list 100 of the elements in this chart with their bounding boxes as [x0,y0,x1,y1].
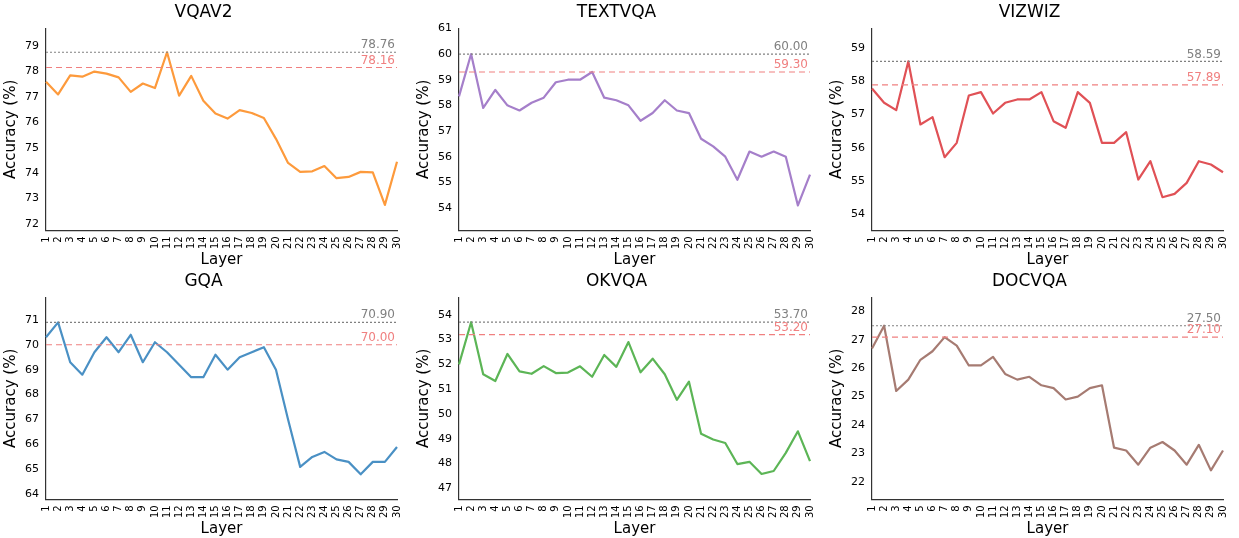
x-tick-label: 29 [1204,505,1216,519]
x-tick-label: 4 [488,236,500,243]
x-tick-label: 22 [293,505,305,519]
x-tick-label: 29 [1204,236,1216,250]
y-tick-label: 50 [438,406,452,420]
y-tick-label: 71 [25,312,39,326]
x-tick-label: 25 [743,236,755,250]
x-tick-label: 6 [926,236,938,243]
x-tick-label: 3 [63,236,75,243]
x-tick-label: 13 [1010,505,1022,519]
y-tick-label: 59 [851,40,865,54]
x-tick-label: 18 [1071,236,1083,250]
x-tick-label: 24 [1143,505,1155,519]
y-tick-label: 55 [438,175,452,189]
x-tick-label: 18 [1071,505,1083,519]
x-tick-label: 30 [1216,236,1228,250]
x-tick-label: 11 [573,236,585,250]
y-tick-label: 51 [438,382,452,396]
y-tick-label: 22 [851,474,865,488]
x-tick-label: 1 [452,236,464,243]
x-tick-label: 10 [974,236,986,250]
x-tick-label: 8 [950,505,962,512]
x-tick-label: 7 [112,236,124,243]
x-tick-label: 29 [378,505,390,519]
y-tick-label: 48 [438,456,452,470]
x-tick-label: 13 [1010,236,1022,250]
x-tick-label: 6 [100,505,112,512]
x-tick-label: 20 [269,505,281,519]
y-tick-label: 53 [438,332,452,346]
x-tick-label: 16 [634,236,646,250]
x-tick-label: 1 [39,505,51,512]
x-tick-label: 15 [209,236,221,250]
x-tick-label: 29 [791,236,803,250]
y-tick-label: 76 [25,115,39,129]
y-axis-title: Accuracy (%) [0,348,19,448]
y-tick-label: 23 [851,446,865,460]
x-tick-label: 10 [148,505,160,519]
x-tick-label: 21 [281,505,293,519]
x-tick-label: 26 [755,236,767,250]
y-tick-label: 65 [25,462,39,476]
y-tick-label: 47 [438,481,452,495]
x-tick-label: 25 [1156,236,1168,250]
x-tick-label: 12 [585,236,597,250]
x-tick-label: 11 [986,236,998,250]
x-tick-label: 6 [513,236,525,243]
x-tick-label: 12 [998,505,1010,519]
x-tick-label: 12 [172,236,184,250]
x-tick-label: 7 [525,505,537,512]
x-tick-label: 20 [269,236,281,250]
x-tick-label: 19 [670,236,682,250]
x-tick-label: 25 [330,236,342,250]
x-tick-label: 23 [718,236,730,250]
y-tick-label: 59 [438,72,452,86]
x-tick-label: 24 [1143,236,1155,250]
x-tick-label: 10 [974,505,986,519]
x-tick-label: 16 [634,505,646,519]
y-tick-label: 25 [851,389,865,403]
x-tick-label: 8 [124,505,136,512]
ref-line-label: 27.10 [1186,322,1221,337]
x-tick-label: 14 [196,505,208,519]
x-tick-label: 26 [1168,236,1180,250]
x-tick-label: 13 [597,236,609,250]
x-tick-label: 2 [877,505,889,512]
y-tick-label: 56 [438,149,452,163]
x-tick-label: 10 [148,236,160,250]
x-tick-label: 4 [488,505,500,512]
x-tick-label: 17 [233,505,245,519]
y-tick-label: 64 [25,487,39,501]
chart-title: TEXTVQA [575,0,657,21]
x-tick-label: 30 [803,505,815,519]
x-tick-label: 20 [682,505,694,519]
x-tick-label: 9 [136,236,148,243]
x-tick-label: 15 [622,505,634,519]
y-tick-label: 58 [438,98,452,112]
x-tick-label: 18 [245,505,257,519]
x-tick-label: 14 [609,236,621,250]
x-tick-label: 23 [1131,505,1143,519]
x-tick-label: 7 [938,236,950,243]
x-axis-title: Layer [200,518,244,537]
x-tick-label: 2 [877,236,889,243]
x-tick-label: 20 [1095,505,1107,519]
x-tick-label: 11 [986,505,998,519]
x-tick-label: 6 [926,505,938,512]
y-axis-title: Accuracy (%) [826,348,845,448]
x-tick-label: 21 [694,505,706,519]
y-tick-label: 77 [25,89,39,103]
x-tick-label: 24 [317,236,329,250]
y-tick-label: 56 [851,140,865,154]
y-tick-label: 24 [851,417,865,431]
x-tick-label: 22 [1119,236,1131,250]
x-tick-label: 17 [233,236,245,250]
x-tick-label: 12 [172,505,184,519]
x-tick-label: 21 [694,236,706,250]
x-tick-label: 5 [914,505,926,512]
x-tick-label: 10 [561,236,573,250]
x-tick-label: 29 [378,236,390,250]
x-tick-label: 2 [51,236,63,243]
x-tick-label: 15 [1035,236,1047,250]
x-tick-label: 3 [889,505,901,512]
y-tick-label: 78 [25,64,39,78]
